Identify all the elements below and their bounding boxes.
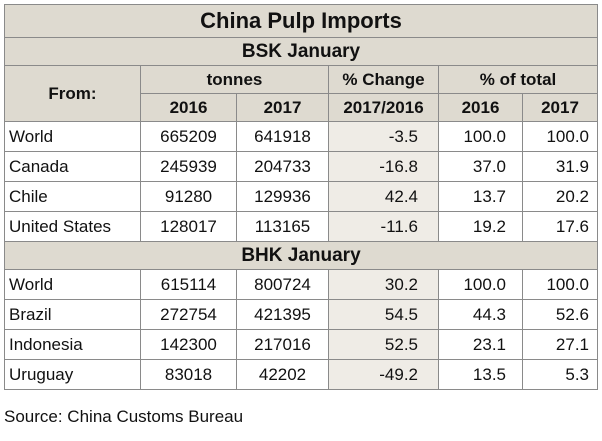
bhk-section-row: BHK January (4, 241, 598, 270)
tonnes-year-2017: 2017 (236, 93, 329, 122)
pulp-imports-table-container: China Pulp Imports BSK January From: ton… (4, 4, 598, 390)
share-2016-cell: 13.7 (438, 181, 523, 212)
title-row: China Pulp Imports (4, 4, 598, 38)
share-2017-cell: 100.0 (522, 121, 598, 152)
total-year-2016: 2016 (438, 93, 523, 122)
share-2016-cell: 13.5 (438, 359, 523, 390)
tonnes-2017-cell: 641918 (236, 121, 329, 152)
tonnes-2017-cell: 42202 (236, 359, 329, 390)
change-cell: -11.6 (328, 211, 439, 242)
bsk-section-title: BSK January (4, 37, 598, 66)
tonnes-2016-cell: 83018 (140, 359, 237, 390)
tonnes-2016-cell: 91280 (140, 181, 237, 212)
tonnes-2017-cell: 800724 (236, 269, 329, 300)
share-2017-cell: 17.6 (522, 211, 598, 242)
from-header: From: (4, 65, 141, 122)
table-row: Uruguay 83018 42202 -49.2 13.5 5.3 (4, 359, 598, 390)
country-cell: World (4, 121, 141, 152)
tonnes-2016-cell: 665209 (140, 121, 237, 152)
change-cell: 30.2 (328, 269, 439, 300)
tonnes-2016-cell: 128017 (140, 211, 237, 242)
bhk-section-title: BHK January (4, 241, 598, 270)
share-2017-cell: 100.0 (522, 269, 598, 300)
source-note: Source: China Customs Bureau (4, 407, 244, 426)
table-row: Indonesia 142300 217016 52.5 23.1 27.1 (4, 329, 598, 360)
table-row: Chile 91280 129936 42.4 13.7 20.2 (4, 181, 598, 212)
tonnes-2016-cell: 615114 (140, 269, 237, 300)
change-cell: 42.4 (328, 181, 439, 212)
change-cell: 54.5 (328, 299, 439, 330)
change-cell: -3.5 (328, 121, 439, 152)
tonnes-2016-cell: 142300 (140, 329, 237, 360)
table-row: Brazil 272754 421395 54.5 44.3 52.6 (4, 299, 598, 330)
bsk-section-row: BSK January (4, 37, 598, 66)
country-cell: Brazil (4, 299, 141, 330)
share-2016-cell: 100.0 (438, 121, 523, 152)
table-title: China Pulp Imports (4, 4, 598, 38)
change-cell: -16.8 (328, 151, 439, 182)
share-2017-cell: 27.1 (522, 329, 598, 360)
tonnes-2017-cell: 129936 (236, 181, 329, 212)
tonnes-header: tonnes (140, 65, 329, 94)
tonnes-2017-cell: 113165 (236, 211, 329, 242)
total-year-2017: 2017 (522, 93, 598, 122)
header-row-1: From: tonnes % Change % of total (4, 65, 598, 122)
tonnes-year-2016: 2016 (140, 93, 237, 122)
total-header: % of total (438, 65, 598, 94)
share-2017-cell: 52.6 (522, 299, 598, 330)
table-row: Canada 245939 204733 -16.8 37.0 31.9 (4, 151, 598, 182)
country-cell: Chile (4, 181, 141, 212)
country-cell: Uruguay (4, 359, 141, 390)
tonnes-2017-cell: 217016 (236, 329, 329, 360)
change-cell: 52.5 (328, 329, 439, 360)
country-cell: Indonesia (4, 329, 141, 360)
table-row: World 615114 800724 30.2 100.0 100.0 (4, 269, 598, 300)
share-2017-cell: 5.3 (522, 359, 598, 390)
table-row: World 665209 641918 -3.5 100.0 100.0 (4, 121, 598, 152)
table-row: United States 128017 113165 -11.6 19.2 1… (4, 211, 598, 242)
country-cell: United States (4, 211, 141, 242)
tonnes-2016-cell: 245939 (140, 151, 237, 182)
share-2016-cell: 19.2 (438, 211, 523, 242)
country-cell: Canada (4, 151, 141, 182)
change-cell: -49.2 (328, 359, 439, 390)
header-row-2: 2016 2017 2017/2016 2016 2017 (5, 93, 598, 122)
share-2016-cell: 100.0 (438, 269, 523, 300)
country-cell: World (4, 269, 141, 300)
share-2016-cell: 23.1 (438, 329, 523, 360)
change-header: % Change (328, 65, 439, 94)
share-2017-cell: 31.9 (522, 151, 598, 182)
share-2017-cell: 20.2 (522, 181, 598, 212)
tonnes-2017-cell: 421395 (236, 299, 329, 330)
tonnes-2016-cell: 272754 (140, 299, 237, 330)
share-2016-cell: 44.3 (438, 299, 523, 330)
tonnes-2017-cell: 204733 (236, 151, 329, 182)
change-years: 2017/2016 (328, 93, 439, 122)
share-2016-cell: 37.0 (438, 151, 523, 182)
pulp-imports-table: China Pulp Imports BSK January From: ton… (4, 4, 598, 390)
